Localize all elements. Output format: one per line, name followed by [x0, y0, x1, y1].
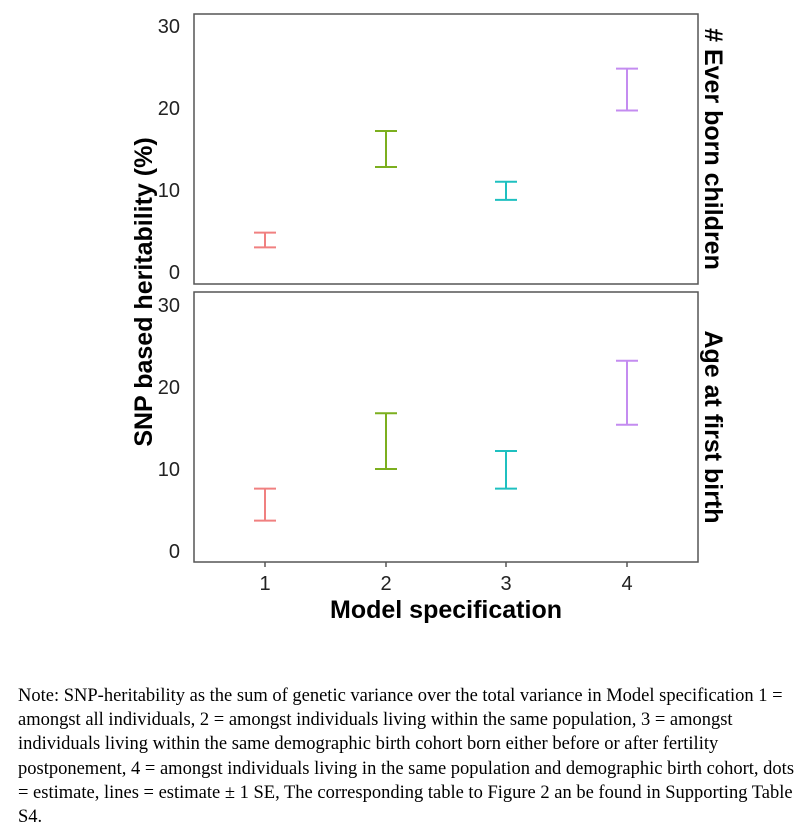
y-tick-label: 30: [158, 295, 180, 317]
y-tick-label: 0: [169, 262, 180, 284]
panel-bottom-frame: [193, 291, 699, 563]
y-tick-label: 20: [158, 377, 180, 399]
strip-label-ever-born-children: # Ever born children: [699, 28, 727, 270]
x-axis-title: Model specification: [330, 596, 562, 624]
y-tick-label: 30: [158, 16, 180, 38]
x-tick-label: 2: [380, 573, 391, 595]
x-tick-label: 1: [259, 573, 270, 595]
figure-note: Note: SNP-heritability as the sum of gen…: [18, 686, 795, 828]
y-tick-label: 20: [158, 98, 180, 120]
strip-label-age-at-first-birth: Age at first birth: [699, 330, 727, 523]
x-tick-label: 3: [500, 573, 511, 595]
y-tick-label: 0: [169, 541, 180, 563]
y-axis-title: SNP based heritability (%): [130, 137, 158, 446]
x-tick-label: 4: [621, 573, 632, 595]
y-tick-label: 10: [158, 459, 180, 481]
panel-top-frame: [193, 13, 699, 285]
heritability-chart: 0 10 20 30 0 10 20 30 1 2 3 4 SNP based heritabilit…: [130, 13, 727, 624]
y-tick-label: 10: [158, 180, 180, 202]
